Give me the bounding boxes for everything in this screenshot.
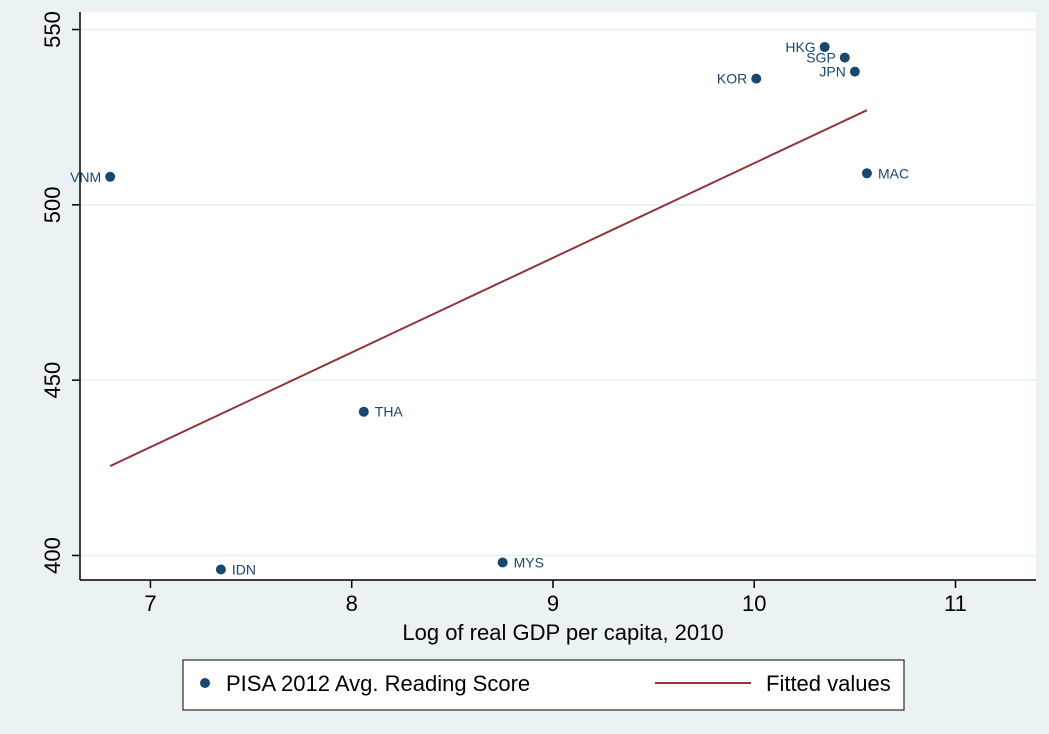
data-point-mac bbox=[861, 168, 872, 179]
data-point-jpn bbox=[849, 66, 860, 77]
y-tick-label-500: 500 bbox=[40, 186, 65, 223]
legend: PISA 2012 Avg. Reading Score Fitted valu… bbox=[182, 659, 905, 711]
y-tick-label-400: 400 bbox=[40, 537, 65, 574]
point-label-vnm: VNM bbox=[70, 169, 101, 185]
data-point-mys bbox=[497, 557, 508, 568]
data-point-tha bbox=[358, 406, 369, 417]
data-point-kor bbox=[751, 73, 762, 84]
gridlines bbox=[80, 28, 1036, 557]
x-tick-label-10: 10 bbox=[742, 591, 766, 616]
point-label-kor: KOR bbox=[717, 71, 747, 87]
data-point-sgp bbox=[839, 52, 850, 63]
x-tick-label-8: 8 bbox=[346, 591, 358, 616]
point-label-idn: IDN bbox=[232, 561, 256, 577]
y-tick-label-550: 550 bbox=[40, 11, 65, 48]
point-label-mys: MYS bbox=[514, 554, 544, 570]
point-label-jpn: JPN bbox=[819, 64, 845, 80]
point-label-hkg: HKG bbox=[785, 39, 815, 55]
fitted-line-layer bbox=[109, 109, 868, 467]
x-tick-label-11: 11 bbox=[944, 591, 967, 616]
point-label-tha: THA bbox=[375, 404, 404, 420]
x-tick-label-7: 7 bbox=[144, 591, 156, 616]
plot-area bbox=[80, 12, 1036, 580]
legend-label-fitted: Fitted values bbox=[766, 671, 891, 696]
data-point-vnm bbox=[105, 171, 116, 182]
point-label-mac: MAC bbox=[878, 165, 909, 181]
x-tick-label-9: 9 bbox=[547, 591, 559, 616]
axes: 400 450 500 550 7 8 9 10 11 bbox=[40, 11, 1036, 616]
x-axis-title: Log of real GDP per capita, 2010 bbox=[402, 620, 723, 645]
legend-marker-scatter bbox=[200, 678, 210, 688]
y-tick-label-450: 450 bbox=[40, 362, 65, 399]
fitted-values-line bbox=[109, 109, 868, 467]
legend-box bbox=[182, 659, 905, 711]
data-point-hkg bbox=[819, 42, 830, 53]
point-label-sgp: SGP bbox=[806, 50, 836, 66]
legend-label-scatter: PISA 2012 Avg. Reading Score bbox=[226, 671, 530, 696]
data-point-idn bbox=[215, 564, 226, 575]
